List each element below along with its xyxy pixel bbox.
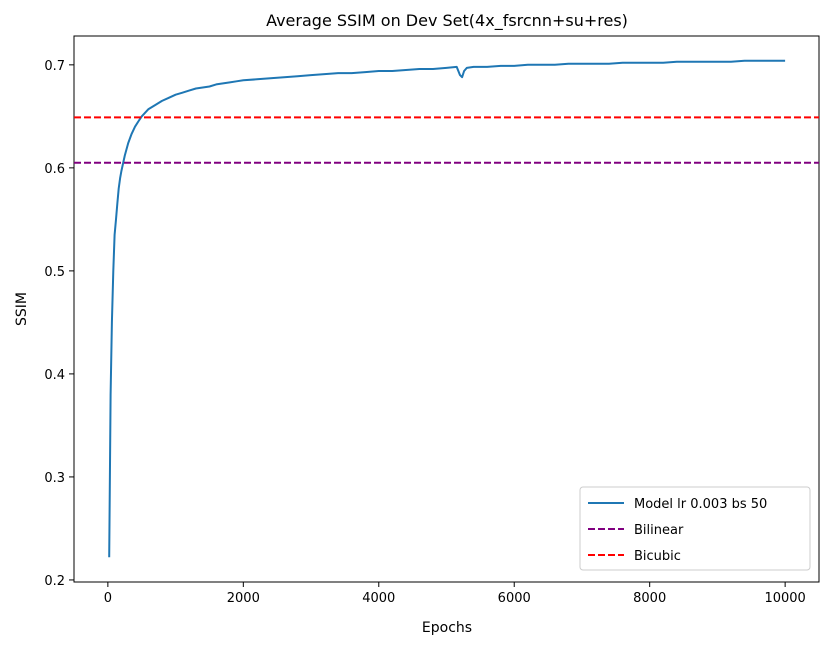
x-tick-label: 8000 <box>633 591 666 606</box>
y-tick-label: 0.5 <box>44 265 65 280</box>
legend-label-bicubic: Bicubic <box>634 549 681 564</box>
model-series-line <box>108 59 786 558</box>
series-layer <box>74 59 819 558</box>
x-tick-label: 2000 <box>227 591 260 606</box>
legend-label-bilinear: Bilinear <box>634 523 684 538</box>
x-axis-ticks: 0 2000 4000 6000 8000 10000 <box>104 582 806 606</box>
y-tick-label: 0.4 <box>44 368 65 383</box>
x-tick-label: 10000 <box>764 591 805 606</box>
legend-label-model-lr-0-003-bs-50: Model lr 0.003 bs 50 <box>634 497 767 512</box>
legend: Model lr 0.003 bs 50 Bilinear Bicubic <box>579 486 811 571</box>
legend-box <box>579 486 811 571</box>
chart-title: Average SSIM on Dev Set(4x_fsrcnn+su+res… <box>266 11 628 31</box>
x-axis-label: Epochs <box>422 620 472 636</box>
x-tick-label: 4000 <box>362 591 395 606</box>
y-tick-label: 0.3 <box>44 471 65 486</box>
x-tick-label: 0 <box>104 591 112 606</box>
y-axis-label: SSIM <box>14 292 30 326</box>
plot-frame <box>73 35 820 583</box>
legend-items: Model lr 0.003 bs 50 Bilinear Bicubic <box>588 497 767 564</box>
y-axis-ticks: 0.2 0.3 0.4 0.5 0.6 0.7 <box>44 59 74 589</box>
y-tick-label: 0.2 <box>44 574 65 589</box>
y-tick-label: 0.6 <box>44 162 65 177</box>
y-tick-label: 0.7 <box>44 59 65 74</box>
x-tick-label: 6000 <box>498 591 531 606</box>
